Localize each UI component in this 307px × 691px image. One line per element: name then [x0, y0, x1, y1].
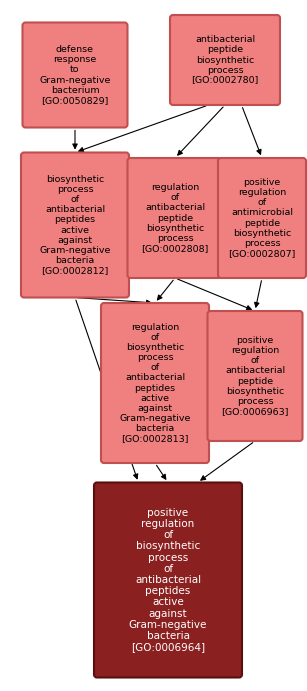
- FancyBboxPatch shape: [127, 158, 223, 278]
- FancyBboxPatch shape: [208, 311, 302, 441]
- Text: positive
regulation
of
antibacterial
peptide
biosynthetic
process
[GO:0006963]: positive regulation of antibacterial pep…: [221, 337, 289, 416]
- Text: positive
regulation
of
biosynthetic
process
of
antibacterial
peptides
active
aga: positive regulation of biosynthetic proc…: [129, 508, 207, 652]
- Text: regulation
of
antibacterial
peptide
biosynthetic
process
[GO:0002808]: regulation of antibacterial peptide bios…: [141, 183, 209, 253]
- FancyBboxPatch shape: [94, 482, 242, 677]
- FancyBboxPatch shape: [22, 23, 127, 128]
- Text: positive
regulation
of
antimicrobial
peptide
biosynthetic
process
[GO:0002807]: positive regulation of antimicrobial pep…: [228, 178, 296, 258]
- FancyBboxPatch shape: [170, 15, 280, 105]
- Text: biosynthetic
process
of
antibacterial
peptides
active
against
Gram-negative
bact: biosynthetic process of antibacterial pe…: [39, 176, 111, 275]
- Text: defense
response
to
Gram-negative
bacterium
[GO:0050829]: defense response to Gram-negative bacter…: [39, 46, 111, 104]
- Text: regulation
of
biosynthetic
process
of
antibacterial
peptides
active
against
Gram: regulation of biosynthetic process of an…: [119, 323, 191, 443]
- Text: antibacterial
peptide
biosynthetic
process
[GO:0002780]: antibacterial peptide biosynthetic proce…: [191, 35, 259, 84]
- FancyBboxPatch shape: [21, 153, 129, 298]
- FancyBboxPatch shape: [218, 158, 306, 278]
- FancyBboxPatch shape: [101, 303, 209, 463]
